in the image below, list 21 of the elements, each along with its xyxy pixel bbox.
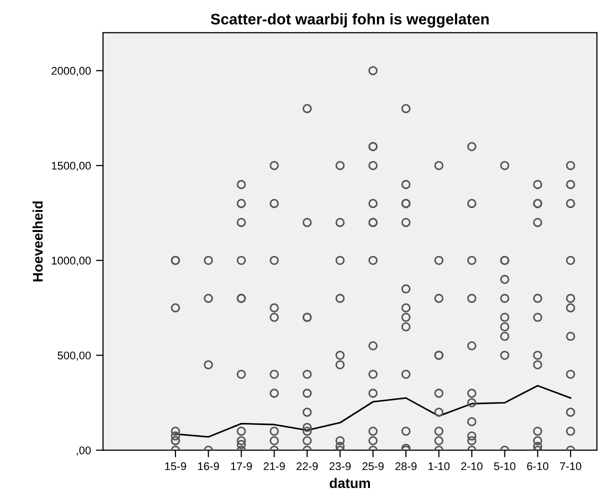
x-tick-label: 21-9	[264, 462, 285, 470]
x-tick-label: 17-9	[231, 462, 252, 470]
y-tick-label: 1500,00	[52, 162, 91, 171]
y-tick-label: 500,00	[58, 352, 91, 361]
x-tick-label: 22-9	[296, 462, 318, 470]
x-tick-label: 16-9	[198, 462, 219, 470]
x-tick-label: 25-9	[362, 462, 384, 470]
x-tick-label: 28-9	[395, 462, 417, 470]
y-tick-label: 2000,00	[52, 66, 91, 76]
x-tick-label: 1-10	[428, 462, 450, 470]
x-tick-label: 15-9	[165, 462, 186, 470]
x-tick-label: 7-10	[560, 462, 582, 470]
x-tick-label: 6-10	[527, 462, 548, 470]
x-tick-label: 2-10	[461, 462, 482, 470]
y-tick-label: 1000,00	[52, 256, 91, 266]
x-tick-label: 23-9	[330, 462, 351, 470]
y-tick-label: ,00	[76, 446, 91, 456]
chart-title: Scatter-dot waarbij fohn is weggelaten	[210, 13, 489, 28]
y-axis-title: Hoeveelheid	[32, 201, 43, 282]
x-tick-label: 5-10	[494, 462, 516, 470]
x-axis-title: datum	[330, 478, 370, 488]
